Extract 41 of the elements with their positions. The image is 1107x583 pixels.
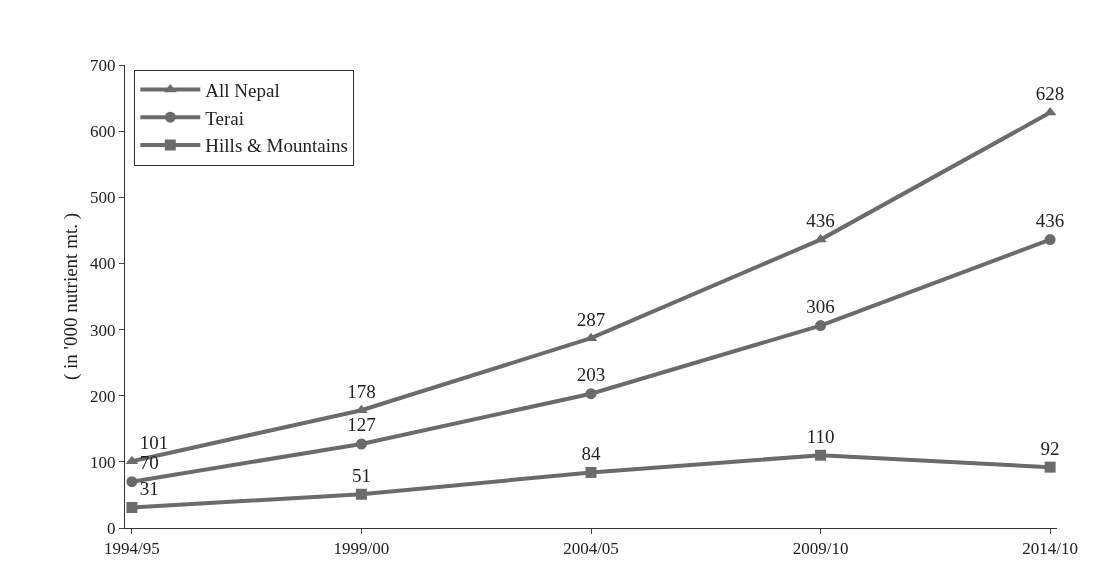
legend-label: All Nepal <box>205 79 280 101</box>
y-tick-label: 300 <box>90 320 116 340</box>
data-label: 51 <box>351 464 371 486</box>
point <box>355 488 367 500</box>
x-tick-label: 2014/10 <box>1022 539 1078 559</box>
point <box>1044 461 1056 473</box>
y-tick-label: 100 <box>90 452 116 472</box>
point <box>815 449 827 461</box>
data-label: 436 <box>1035 209 1065 231</box>
y-axis-title: ( in '000 nutrient mt. ) <box>60 212 82 381</box>
data-label: 92 <box>1040 437 1060 459</box>
point <box>1044 234 1056 246</box>
x-tick-label: 2009/10 <box>792 539 849 559</box>
data-label: 287 <box>576 308 606 330</box>
point <box>355 438 367 450</box>
data-label: 84 <box>581 442 601 464</box>
data-label: 628 <box>1035 82 1065 104</box>
x-tick-label: 1994/95 <box>104 539 160 559</box>
y-tick-label: 0 <box>107 518 116 538</box>
point <box>126 476 138 488</box>
point <box>126 502 138 513</box>
y-tick-label: 600 <box>90 122 116 142</box>
y-tick-label: 400 <box>90 254 116 274</box>
data-label: 436 <box>806 209 835 231</box>
x-tick-label: 1999/00 <box>333 539 390 559</box>
y-tick-label: 700 <box>90 55 116 75</box>
data-label: 127 <box>347 414 376 436</box>
data-label: 178 <box>347 380 376 402</box>
data-label: 306 <box>806 295 835 317</box>
data-label: 203 <box>576 364 606 386</box>
legend-label: Terai <box>205 107 245 129</box>
data-label: 110 <box>806 425 835 447</box>
legend-label: Hills & Mountains <box>205 135 348 157</box>
point <box>815 320 827 332</box>
data-label: 31 <box>139 477 159 499</box>
point <box>585 466 597 478</box>
point <box>585 388 597 400</box>
y-tick-label: 200 <box>90 386 116 406</box>
data-label: 101 <box>139 431 169 453</box>
y-tick-label: 500 <box>90 188 116 208</box>
x-tick-label: 2004/05 <box>563 539 619 559</box>
